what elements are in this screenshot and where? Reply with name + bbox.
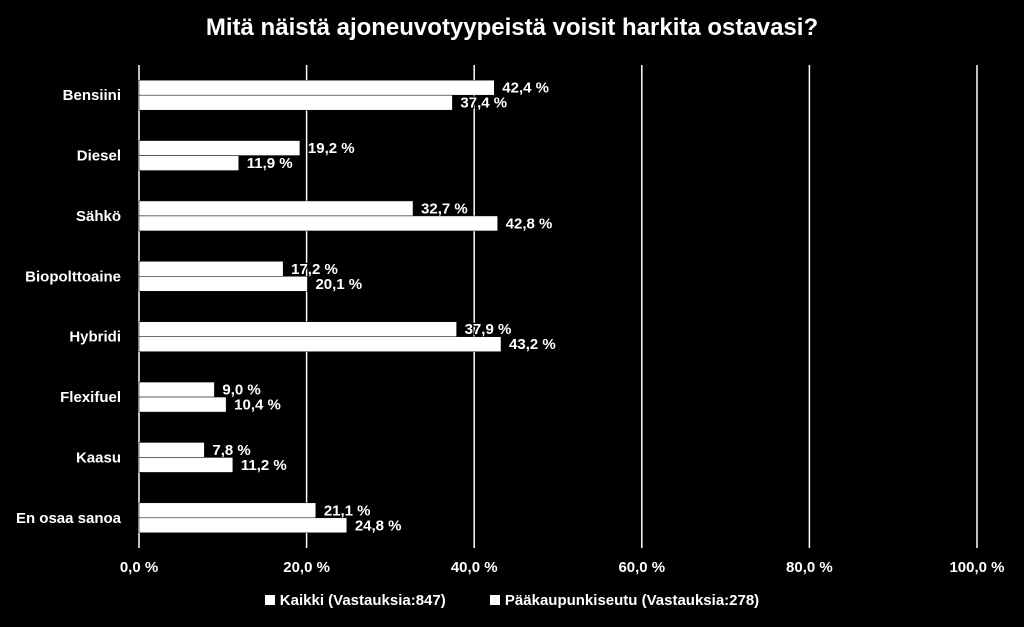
legend-label-paakaupunkiseutu: Pääkaupunkiseutu (Vastauksia:278) [504, 592, 760, 609]
bar [138, 457, 234, 473]
bar [138, 79, 495, 96]
data-label: 42,4 % [502, 80, 549, 97]
data-label: 7,8 % [212, 442, 250, 459]
bar [138, 517, 348, 534]
bar [138, 336, 502, 352]
y-category-label: Kaasu [76, 449, 121, 466]
y-category-label: Hybridi [69, 329, 121, 346]
bar [138, 215, 498, 232]
bar [138, 140, 301, 156]
data-label: 37,4 % [460, 95, 507, 112]
bar [138, 94, 453, 111]
x-tick-label: 0,0 % [120, 559, 158, 576]
y-category-label: Sähkö [76, 208, 121, 225]
data-label: 43,2 % [509, 336, 556, 353]
legend-label-kaikki: Kaikki (Vastauksia:847) [279, 592, 446, 609]
data-label: 19,2 % [308, 140, 355, 157]
bar [138, 200, 414, 217]
data-label: 10,4 % [234, 397, 281, 414]
bar [138, 321, 457, 337]
x-tick-label: 100,0 % [949, 559, 1004, 576]
bar [138, 396, 227, 413]
x-tick-label: 80,0 % [786, 559, 833, 576]
legend-swatch-kaikki [264, 595, 275, 605]
data-label: 20,1 % [315, 276, 362, 293]
data-label: 11,2 % [241, 457, 287, 474]
data-label: 17,2 % [291, 261, 338, 278]
data-label: 9,0 % [222, 382, 260, 399]
data-label: 24,8 % [355, 517, 402, 534]
bar [138, 442, 205, 458]
bar [138, 155, 239, 171]
data-label: 37,9 % [465, 321, 512, 338]
y-category-label: Diesel [77, 148, 121, 165]
data-label: 11,9 % [247, 155, 293, 172]
x-tick-label: 20,0 % [283, 559, 330, 576]
legend-item-paakaupunkiseutu: Pääkaupunkiseutu (Vastauksia:278) [489, 592, 760, 609]
legend-item-kaikki: Kaikki (Vastauksia:847) [264, 592, 446, 609]
y-category-label: Bensiini [63, 87, 121, 104]
legend-swatch-paakaupunkiseutu [489, 595, 500, 605]
data-label: 42,8 % [506, 215, 553, 232]
bar [138, 261, 284, 277]
bar [138, 276, 308, 292]
bar [138, 381, 215, 398]
chart-title: Mitä näistä ajoneuvotyypeistä voisit har… [205, 14, 819, 41]
y-category-label: Biopolttoaine [25, 268, 121, 285]
x-tick-label: 60,0 % [618, 559, 665, 576]
data-label: 32,7 % [421, 200, 468, 217]
bar [138, 502, 317, 519]
y-category-label: Flexifuel [60, 389, 121, 406]
legend: Kaikki (Vastauksia:847) Pääkaupunkiseutu… [0, 592, 1024, 609]
data-label: 21,1 % [324, 502, 371, 519]
y-category-label: En osaa sanoa [16, 510, 122, 527]
x-tick-label: 40,0 % [451, 559, 498, 576]
